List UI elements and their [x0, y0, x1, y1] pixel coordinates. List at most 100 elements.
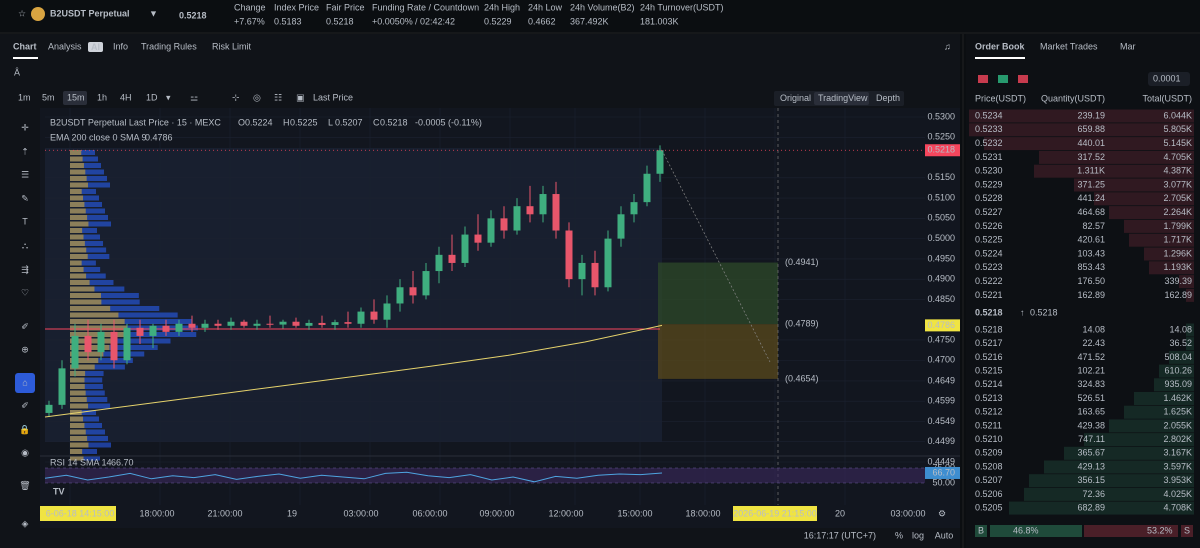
interval-active — [63, 91, 87, 105]
scale-option[interactable]: % — [895, 530, 903, 540]
tool-icon[interactable]: ✐ — [21, 321, 29, 331]
book-price: 0.5229 — [975, 179, 1003, 189]
toolbar-icon[interactable]: ▾ — [166, 92, 171, 102]
tool-icon[interactable]: ⇶ — [21, 264, 29, 274]
volume-profile — [70, 384, 103, 389]
interval[interactable]: 4H — [120, 92, 132, 102]
volume-profile — [70, 364, 125, 370]
tool-icon[interactable]: T — [22, 216, 28, 226]
toolbar-icon[interactable]: ◎ — [253, 92, 261, 102]
book-tab[interactable]: Mar — [1120, 41, 1136, 51]
tab[interactable]: Chart — [13, 41, 37, 51]
interval[interactable]: 1m — [18, 92, 31, 102]
book-price: 0.5222 — [975, 276, 1003, 286]
scale-option[interactable]: log — [912, 530, 924, 540]
book-mode[interactable] — [978, 75, 988, 83]
tab[interactable]: Risk Limit — [212, 41, 252, 51]
book-qty: 1.311K — [1077, 166, 1105, 176]
stat-value: 367.492K — [570, 16, 609, 26]
book-qty: 239.19 — [1077, 110, 1105, 120]
volume-profile — [70, 338, 116, 344]
precision-box[interactable] — [1148, 72, 1190, 86]
interval[interactable]: 1D — [146, 92, 158, 102]
symbol[interactable]: B2USDT Perpetual — [50, 8, 130, 18]
view-option[interactable]: Depth — [876, 93, 900, 103]
volume-profile — [70, 397, 108, 402]
tool-icon[interactable]: ⇡ — [21, 146, 29, 156]
interval[interactable]: 15m — [67, 92, 85, 102]
tool-icon[interactable]: ⌂ — [22, 377, 27, 387]
view-option[interactable]: TradingView — [818, 93, 868, 103]
favorite-star[interactable]: ☆ — [18, 8, 26, 18]
toolbar-icon[interactable]: ⚍ — [190, 92, 198, 102]
tool-icon[interactable]: ⛬ — [22, 240, 28, 250]
volume-profile — [70, 247, 107, 253]
rsi-legend-value: 66.70 — [111, 457, 134, 467]
book-price: 0.5227 — [975, 207, 1003, 217]
book-qty: 420.61 — [1077, 235, 1105, 245]
book-qty: 682.89 — [1077, 502, 1105, 512]
tool-icon[interactable]: ✐ — [21, 400, 29, 410]
book-price: 0.5211 — [975, 420, 1002, 430]
book-total: 14.08 — [1169, 324, 1192, 334]
stat-value: +0.0050% — [372, 16, 413, 26]
badge-bg — [88, 42, 103, 52]
tool-icon[interactable]: ◉ — [21, 447, 29, 457]
stat-label: 24h High — [484, 2, 520, 12]
stat-label: Change — [234, 2, 266, 12]
depth-bar — [1029, 474, 1194, 488]
book-mode[interactable] — [1018, 75, 1028, 83]
tool-icon[interactable]: ☰ — [21, 169, 29, 179]
tool-icon[interactable]: 🔒 — [19, 424, 30, 434]
volume-profile — [70, 455, 100, 461]
book-qty: 853.43 — [1077, 262, 1105, 272]
scale-option[interactable]: Auto — [935, 530, 954, 540]
view-option[interactable]: Original — [780, 93, 811, 103]
tab[interactable]: Trading Rules — [141, 41, 197, 51]
volume-profile — [70, 234, 101, 240]
toolbar-icon[interactable]: ▣ — [296, 92, 305, 102]
candle-body — [409, 287, 417, 296]
book-total: 4.025K — [1163, 489, 1192, 499]
book-tab[interactable]: Market Trades — [1040, 41, 1098, 51]
tool-icon[interactable]: 🗑 — [19, 480, 30, 490]
volume-profile — [70, 423, 103, 428]
book-tab[interactable]: Order Book — [975, 41, 1026, 51]
depth-bar — [1149, 261, 1194, 275]
candle-body — [175, 323, 183, 332]
book-price: 0.5213 — [975, 393, 1003, 403]
book-total: 3.953K — [1163, 475, 1192, 485]
candle-body — [279, 321, 287, 325]
last-price-tag — [925, 144, 960, 157]
settings-icon[interactable]: ⚙ — [938, 508, 946, 518]
candle-body — [422, 271, 430, 296]
tool-icon[interactable]: ✛ — [21, 122, 29, 132]
book-mode[interactable] — [998, 75, 1008, 83]
book-total: 36.52 — [1169, 338, 1192, 348]
candle-body — [136, 327, 144, 336]
interval[interactable]: 1h — [97, 92, 107, 102]
indicator-icon[interactable]: Â — [14, 67, 20, 77]
volume-profile — [70, 202, 85, 207]
price-source[interactable]: Last Price — [313, 92, 353, 102]
toolbar-icon[interactable]: ⊹ — [232, 92, 240, 102]
symbol-dropdown[interactable]: ▼ — [149, 8, 158, 18]
ohlc-key: C — [373, 117, 380, 127]
tab[interactable]: Analysis — [48, 41, 82, 51]
volume-profile — [70, 273, 87, 279]
candle-body — [123, 327, 131, 361]
tool-icon[interactable]: ♡ — [21, 287, 29, 297]
tool-icon[interactable]: ◈ — [22, 518, 29, 528]
book-qty: 103.43 — [1077, 248, 1105, 258]
tool-icon[interactable]: ⊕ — [21, 344, 29, 354]
depth-bar — [1186, 337, 1194, 351]
toolbar-icon[interactable]: ☷ — [274, 92, 282, 102]
interval[interactable]: 5m — [42, 92, 55, 102]
tool-icon[interactable]: ✎ — [21, 193, 29, 203]
alert-bell[interactable]: ♫ — [944, 41, 951, 51]
book-total: 339.39 — [1164, 276, 1192, 286]
volume-profile — [70, 358, 133, 363]
tab[interactable]: Info — [113, 41, 128, 51]
view-active — [814, 92, 869, 105]
